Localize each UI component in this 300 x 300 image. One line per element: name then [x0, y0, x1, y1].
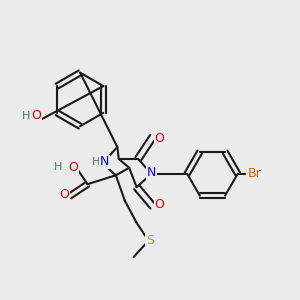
Text: O: O: [154, 132, 164, 145]
Text: H: H: [92, 157, 100, 167]
Text: S: S: [146, 234, 154, 247]
Text: H: H: [22, 111, 30, 121]
Text: Br: Br: [248, 167, 262, 180]
Text: O: O: [69, 161, 79, 174]
Text: O: O: [59, 188, 69, 201]
Text: N: N: [147, 166, 156, 179]
Text: O: O: [154, 199, 164, 212]
Text: O: O: [32, 109, 41, 122]
Text: H: H: [54, 162, 62, 172]
Text: N: N: [100, 155, 110, 168]
